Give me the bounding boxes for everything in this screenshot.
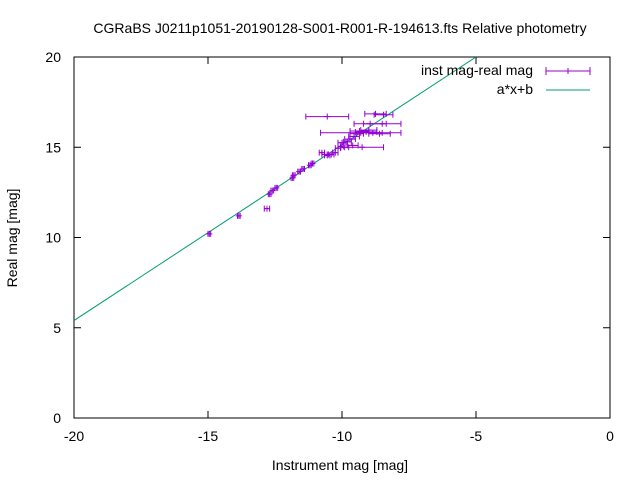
data-point: [235, 212, 242, 219]
data-point: [368, 130, 391, 137]
x-axis-label: Instrument mag [mag]: [272, 457, 408, 473]
x-tick-label: -15: [198, 428, 218, 444]
data-point: [305, 113, 350, 120]
data-point: [263, 205, 271, 212]
legend-label-fit: a*x+b: [497, 81, 533, 97]
x-tick-label: -10: [332, 428, 352, 444]
data-point: [269, 187, 276, 194]
legend-swatch-inst-mag: [545, 67, 591, 75]
y-tick-label: 10: [45, 230, 61, 246]
y-tick-label: 5: [53, 320, 61, 336]
x-tick-label: -20: [64, 428, 84, 444]
data-point: [206, 230, 213, 237]
data-point: [320, 129, 402, 136]
data-point: [273, 184, 280, 191]
data-point: [362, 120, 402, 127]
data-point: [300, 165, 307, 172]
data-point: [337, 139, 347, 146]
data-point: [340, 144, 385, 151]
legend-label-inst-mag: inst mag-real mag: [421, 62, 533, 78]
x-tick-label: 0: [606, 428, 614, 444]
data-point: [296, 168, 303, 175]
axis-ticks: -20 -15 -10 -5 0 0 5 10 15 20: [45, 49, 614, 444]
legend-swatches: [545, 67, 591, 91]
data-point: [266, 191, 273, 198]
chart-title: CGRaBS J0211p1051-20190128-S001-R001-R-1…: [93, 20, 586, 36]
data-point: [360, 127, 378, 134]
y-tick-label: 15: [45, 139, 61, 155]
plot-frame: [73, 56, 611, 419]
y-tick-label: 0: [53, 410, 61, 426]
data-point: [364, 110, 387, 117]
data-point: [309, 160, 316, 167]
data-point: [373, 111, 394, 118]
plot-border: [73, 56, 611, 419]
y-axis-label: Real mag [mag]: [4, 189, 20, 288]
x-tick-label: -5: [470, 428, 483, 444]
legend: inst mag-real mag a*x+b: [421, 62, 591, 97]
y-tick-label: 20: [45, 49, 61, 65]
series-layer: [74, 57, 477, 321]
data-point: [290, 172, 297, 179]
